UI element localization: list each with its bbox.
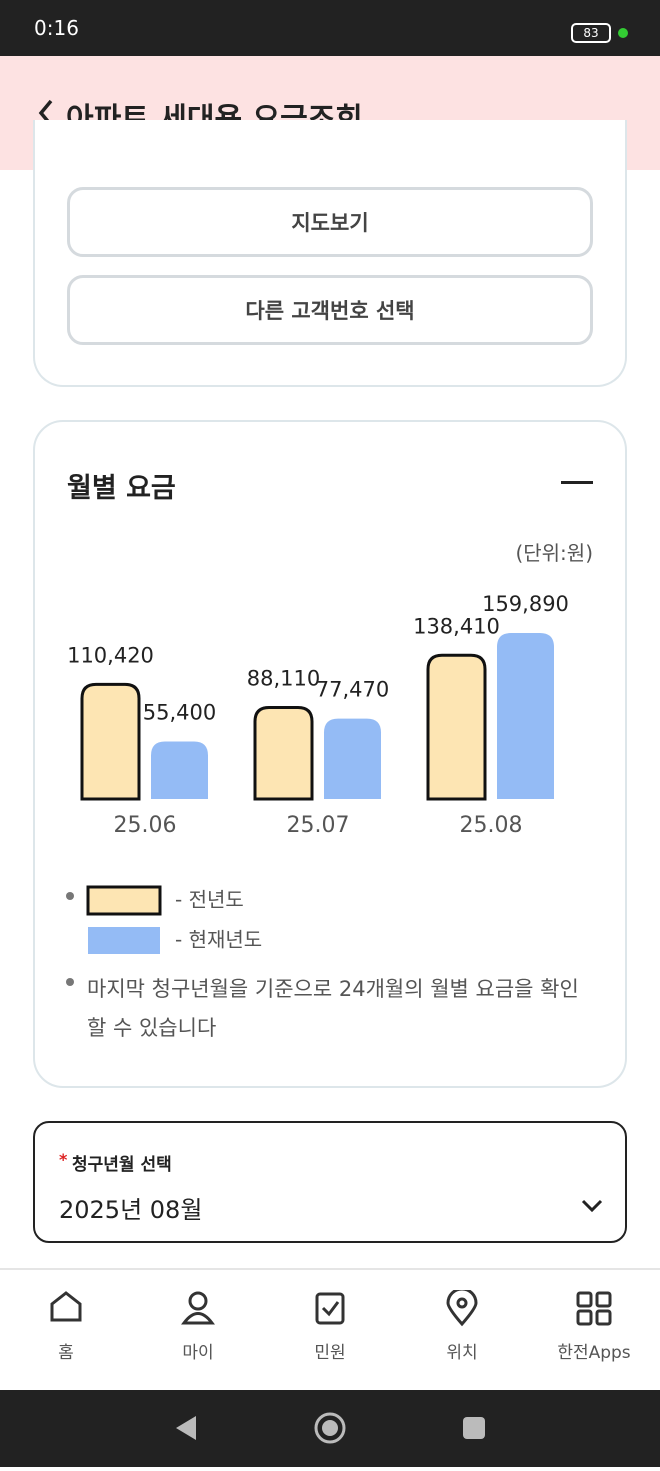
x-tick-label: 25.07: [287, 813, 350, 838]
bar: [253, 706, 314, 801]
system-nav: [0, 1390, 660, 1467]
value-label: 77,470: [316, 678, 389, 702]
bar: [151, 741, 208, 799]
dropdown-arrow: [581, 1199, 603, 1213]
legend-label: - 전년도: [175, 888, 244, 912]
x-tick-label: 25.08: [460, 813, 523, 838]
nav-my[interactable]: 마이: [182, 1343, 214, 1363]
nav-complaint[interactable]: 민원: [314, 1343, 346, 1363]
note: 마지막 청구년월을 기준으로 24개월의 월별 요금을 확인할 수 있습니다: [87, 977, 579, 1040]
legend-swatch: [88, 927, 160, 954]
legend-label: - 현재년도: [175, 928, 262, 952]
x-tick-label: 25.06: [114, 813, 177, 838]
bar: [324, 718, 381, 799]
value-label: 88,110: [247, 667, 320, 691]
nav-icons: [50, 1290, 612, 1327]
unit-label: (단위:원): [515, 541, 593, 565]
bar: [80, 682, 141, 801]
system-buttons: [176, 1412, 485, 1444]
value-label: 55,400: [143, 700, 216, 724]
bullet: [66, 978, 74, 986]
status-time: 0:16: [34, 16, 79, 40]
customer-button[interactable]: 다른 고객번호 선택: [67, 275, 593, 345]
section-title: 월별 요금: [67, 473, 176, 504]
map-button[interactable]: 지도보기: [67, 187, 593, 257]
nav-location[interactable]: 위치: [446, 1343, 478, 1363]
bottom-nav: [0, 1268, 660, 1392]
nav-home[interactable]: 홈: [58, 1343, 74, 1363]
value-label: 110,420: [67, 643, 154, 667]
select-value: 2025년 08월: [59, 1196, 203, 1224]
status-dot: [618, 28, 628, 38]
select-label: 청구년월 선택: [72, 1155, 172, 1175]
bar: [426, 653, 487, 801]
battery: 83: [571, 23, 611, 43]
legend-swatch: [86, 885, 162, 916]
legend-bullet: [66, 892, 74, 900]
bar: [497, 633, 554, 799]
value-label: 159,890: [482, 592, 569, 616]
collapse-button[interactable]: [561, 481, 593, 484]
month-select[interactable]: [33, 1121, 627, 1243]
value-label: 138,410: [413, 614, 500, 638]
nav-apps[interactable]: 한전Apps: [557, 1343, 631, 1363]
required-mark: *: [59, 1150, 68, 1169]
status-bar: 0:16 83: [0, 0, 660, 56]
